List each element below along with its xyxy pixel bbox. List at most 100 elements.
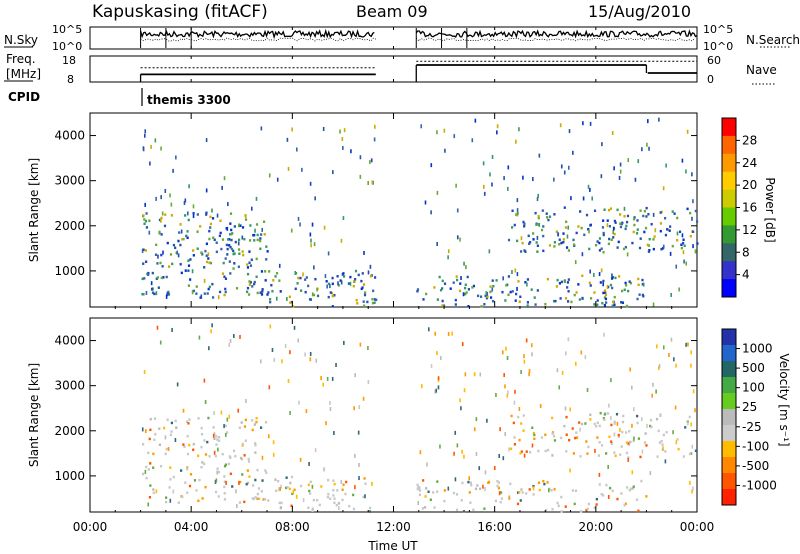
scatter-point xyxy=(475,451,478,456)
scatter-point xyxy=(662,186,665,191)
scatter-point xyxy=(595,497,598,501)
scatter-point xyxy=(245,482,248,486)
scatter-point xyxy=(608,224,612,228)
scatter-point xyxy=(610,440,613,443)
scatter-point xyxy=(187,422,190,425)
scatter-point xyxy=(603,296,607,299)
scatter-point xyxy=(682,455,685,458)
scatter-point xyxy=(223,275,226,279)
scatter-point xyxy=(447,249,450,254)
scatter-point xyxy=(628,280,631,283)
scatter-point xyxy=(580,422,584,426)
scatter-point xyxy=(627,457,630,462)
scatter-point xyxy=(253,280,256,284)
scatter-point xyxy=(688,415,691,419)
scatter-point xyxy=(336,275,339,278)
scatter-point xyxy=(246,266,250,269)
scatter-point xyxy=(642,214,645,218)
scatter-point xyxy=(206,292,209,295)
scatter-point xyxy=(626,214,630,218)
scatter-point xyxy=(513,400,516,405)
scatter-point xyxy=(620,222,624,226)
scatter-point xyxy=(616,421,619,426)
colorbar-cell xyxy=(722,279,736,298)
scatter-point xyxy=(531,352,533,357)
scatter-point xyxy=(239,456,243,460)
scatter-point xyxy=(566,234,569,239)
scatter-point xyxy=(516,502,520,506)
scatter-point xyxy=(325,421,327,426)
scatter-point xyxy=(143,218,146,221)
scatter-point xyxy=(217,447,219,452)
scatter-point xyxy=(279,486,282,491)
scatter-point xyxy=(497,481,500,484)
date-title: 15/Aug/2010 xyxy=(588,2,691,21)
scatter-point xyxy=(623,215,626,218)
scatter-point xyxy=(555,230,558,233)
scatter-point xyxy=(507,186,509,191)
scatter-point xyxy=(287,166,290,171)
scatter-point xyxy=(468,476,471,481)
scatter-point xyxy=(528,450,532,454)
scatter-point xyxy=(352,284,355,288)
colorbar-cell xyxy=(722,473,736,490)
scatter-point xyxy=(459,237,461,242)
scatter-point xyxy=(511,290,514,293)
nsky-line xyxy=(139,28,375,40)
scatter-point xyxy=(526,301,530,304)
scatter-point xyxy=(600,268,603,273)
scatter-point xyxy=(143,133,146,138)
scatter-point xyxy=(260,293,264,296)
scatter-point xyxy=(607,494,610,499)
scatter-point xyxy=(443,489,446,492)
scatter-point xyxy=(223,498,227,501)
scatter-point xyxy=(603,208,606,212)
scatter-point xyxy=(157,286,160,289)
scatter-point xyxy=(565,415,568,419)
scatter-point xyxy=(248,250,251,253)
scatter-point xyxy=(526,278,530,281)
scatter-point xyxy=(424,200,427,205)
scatter-point xyxy=(611,131,614,136)
scatter-point xyxy=(602,282,604,287)
scatter-point xyxy=(501,290,504,294)
scatter-point xyxy=(536,244,539,247)
nsky-panel: 10^5 10^0 10^5 10^0 xyxy=(52,23,733,53)
scatter-point xyxy=(142,292,145,296)
scatter-point xyxy=(220,247,223,251)
scatter-point xyxy=(259,247,262,251)
scatter-point xyxy=(551,508,554,511)
scatter-point xyxy=(542,479,545,483)
scatter-point xyxy=(364,482,367,485)
scatter-point xyxy=(179,469,183,472)
scatter-point xyxy=(189,258,192,261)
scatter-point xyxy=(608,237,611,241)
scatter-point xyxy=(631,385,633,390)
colorbar-frame xyxy=(721,328,737,506)
scatter-point xyxy=(424,495,427,498)
scatter-point xyxy=(230,238,233,242)
scatter-point xyxy=(359,342,362,347)
scatter-point xyxy=(352,507,356,511)
scatter-point xyxy=(300,484,303,488)
scatter-point xyxy=(509,482,512,486)
scatter-point xyxy=(637,437,641,440)
scatter-point xyxy=(648,146,650,151)
scatter-point xyxy=(354,278,357,281)
scatter-point xyxy=(568,129,571,134)
scatter-point xyxy=(213,238,216,242)
scatter-point xyxy=(557,504,560,508)
scatter-point xyxy=(659,222,663,225)
scatter-point xyxy=(209,222,213,226)
scatter-point xyxy=(624,281,627,285)
scatter-point xyxy=(519,499,522,502)
scatter-point xyxy=(685,261,688,266)
scatter-point xyxy=(148,495,152,499)
scatter-point xyxy=(187,264,191,267)
scatter-point xyxy=(498,491,501,496)
scatter-point xyxy=(688,452,692,456)
scatter-point xyxy=(212,433,215,438)
scatter-point xyxy=(532,177,534,182)
scatter-point xyxy=(637,509,640,513)
